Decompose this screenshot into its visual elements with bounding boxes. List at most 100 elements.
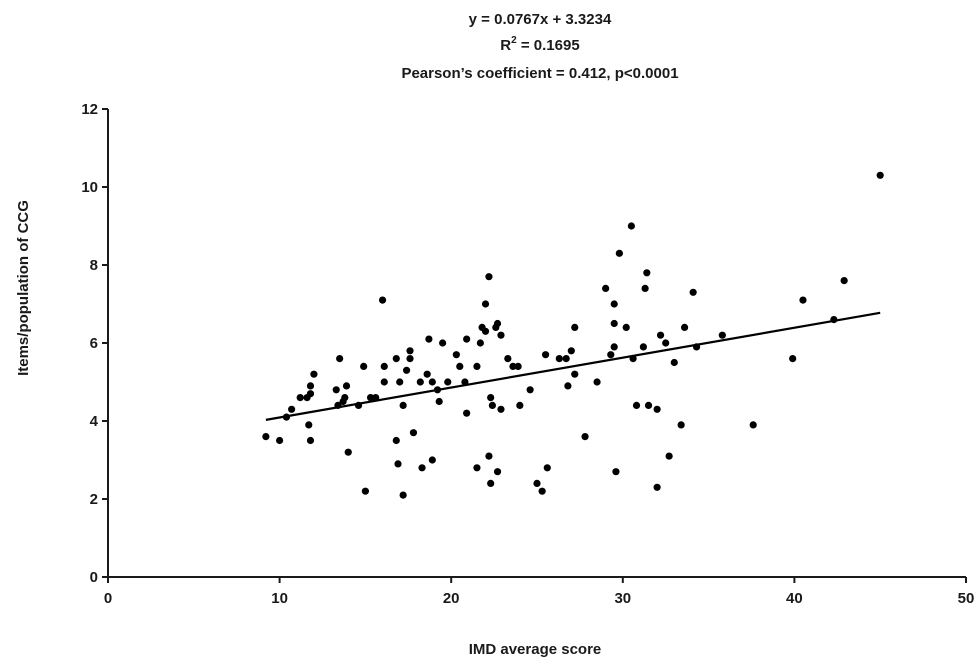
- data-point: [360, 362, 368, 370]
- y-tick-label: 2: [90, 491, 98, 508]
- data-point: [463, 409, 471, 417]
- data-point: [641, 284, 649, 292]
- data-point: [509, 362, 517, 370]
- r2-value: = 0.1695: [517, 37, 580, 54]
- x-tick-label: 50: [958, 590, 975, 607]
- data-point: [543, 464, 551, 472]
- data-point: [276, 436, 284, 445]
- data-point: [306, 436, 315, 445]
- data-point: [689, 288, 697, 296]
- data-point: [418, 464, 426, 472]
- data-point: [516, 401, 524, 409]
- title-line-r2: R2 = 0.1695: [500, 35, 579, 54]
- title-line-equation: y = 0.0767x + 3.3234: [469, 11, 612, 28]
- data-point: [581, 433, 589, 441]
- data-point: [485, 273, 493, 281]
- data-point: [665, 452, 673, 460]
- x-axis-label: IMD average score: [469, 641, 602, 658]
- data-point: [493, 468, 502, 476]
- data-point: [497, 331, 505, 339]
- data-point: [296, 394, 304, 402]
- data-point: [662, 339, 670, 347]
- title-line-pearson: Pearson’s coefficient = 0.412, p<0.0001: [401, 65, 678, 82]
- data-point: [461, 378, 469, 386]
- data-point: [593, 378, 601, 386]
- data-point: [439, 339, 447, 347]
- data-point: [416, 378, 424, 386]
- data-point: [789, 355, 797, 363]
- data-point: [399, 491, 407, 499]
- data-point: [670, 358, 678, 367]
- data-point: [526, 386, 534, 394]
- data-point: [799, 296, 807, 304]
- data-point: [476, 339, 484, 347]
- data-point: [627, 222, 635, 230]
- data-point: [830, 316, 838, 324]
- x-tick-label: 30: [614, 590, 631, 607]
- y-tick-label: 0: [90, 569, 98, 586]
- data-point: [282, 413, 291, 421]
- data-point: [435, 397, 443, 406]
- data-point: [342, 382, 351, 390]
- data-point: [428, 456, 436, 464]
- data-point: [643, 269, 651, 277]
- data-point: [602, 284, 610, 292]
- data-point: [305, 421, 313, 429]
- data-point: [571, 323, 579, 331]
- y-tick-label: 12: [81, 101, 98, 118]
- x-axis-ticks: 0 10 20 30 40 50: [104, 577, 975, 607]
- data-point: [344, 448, 352, 456]
- y-tick-label: 10: [81, 179, 98, 196]
- data-point: [538, 487, 546, 495]
- data-point: [622, 323, 630, 331]
- data-point: [406, 347, 414, 355]
- data-point: [840, 277, 848, 285]
- data-point: [433, 386, 442, 394]
- data-point: [481, 327, 490, 335]
- data-point: [392, 355, 400, 363]
- data-point: [653, 405, 661, 413]
- data-point: [396, 378, 404, 386]
- data-point: [425, 335, 433, 343]
- data-points: [262, 171, 884, 499]
- data-point: [310, 370, 318, 378]
- y-tick-label: 6: [90, 335, 98, 352]
- y-axis-label: Items/population of CCG: [15, 200, 32, 376]
- data-point: [409, 429, 418, 437]
- data-point: [541, 351, 550, 359]
- x-tick-label: 40: [786, 590, 803, 607]
- data-point: [533, 479, 541, 487]
- y-tick-label: 4: [90, 413, 99, 430]
- data-point: [656, 331, 665, 339]
- x-tick-label: 0: [104, 590, 112, 607]
- data-point: [372, 394, 380, 402]
- data-point: [639, 343, 647, 351]
- data-point: [423, 370, 431, 378]
- data-point: [380, 362, 388, 370]
- data-point: [615, 249, 623, 257]
- data-point: [288, 405, 296, 413]
- data-point: [610, 300, 618, 308]
- data-point: [488, 401, 496, 409]
- data-point: [718, 331, 726, 339]
- data-point: [504, 355, 512, 363]
- r2-superscript: 2: [511, 35, 517, 46]
- data-point: [332, 386, 340, 394]
- data-point: [564, 382, 572, 390]
- data-point: [692, 343, 701, 351]
- data-point: [632, 401, 641, 409]
- data-point: [514, 362, 522, 370]
- axes: [107, 109, 966, 578]
- data-point: [473, 464, 481, 472]
- data-point: [610, 319, 618, 328]
- data-point: [607, 351, 615, 359]
- r2-base: R: [500, 37, 511, 54]
- data-point: [493, 319, 502, 328]
- data-point: [629, 355, 637, 363]
- data-point: [394, 460, 402, 468]
- data-point: [402, 366, 411, 374]
- data-point: [354, 401, 363, 409]
- data-point: [497, 405, 505, 413]
